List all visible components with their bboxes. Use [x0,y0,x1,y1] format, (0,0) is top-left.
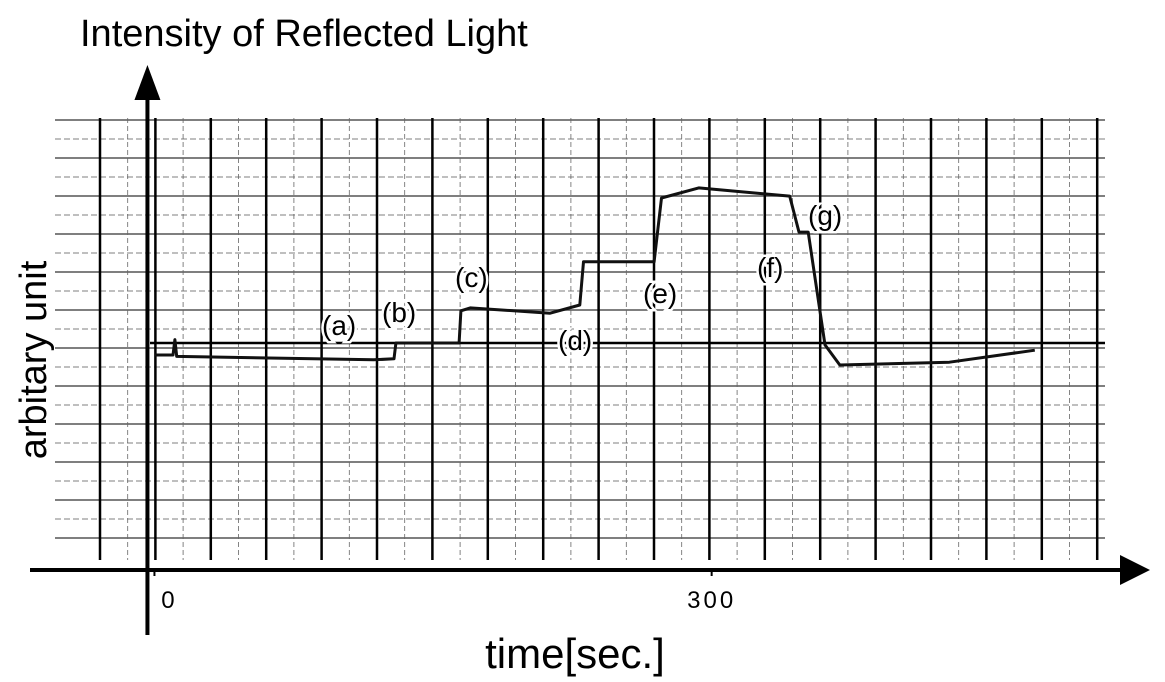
annotation: (d) [558,325,592,356]
x-tick-label: 0 [161,587,177,614]
y-axis-arrow [134,65,161,100]
annotation: (e) [643,278,677,309]
annotation: (c) [455,262,488,293]
annotation: (f) [757,252,783,283]
y-axis-label: arbitary unit [13,260,55,459]
annotation: (g) [808,200,842,231]
annotation: (a) [322,310,356,341]
x-axis-label: time[sec.] [485,630,665,677]
x-tick-label: 300 [687,587,736,614]
annotation: (b) [382,297,416,328]
grid [55,118,1105,560]
chart-title: Intensity of Reflected Light [80,13,528,55]
trace [154,186,1036,367]
x-axis-arrow [1120,555,1150,585]
